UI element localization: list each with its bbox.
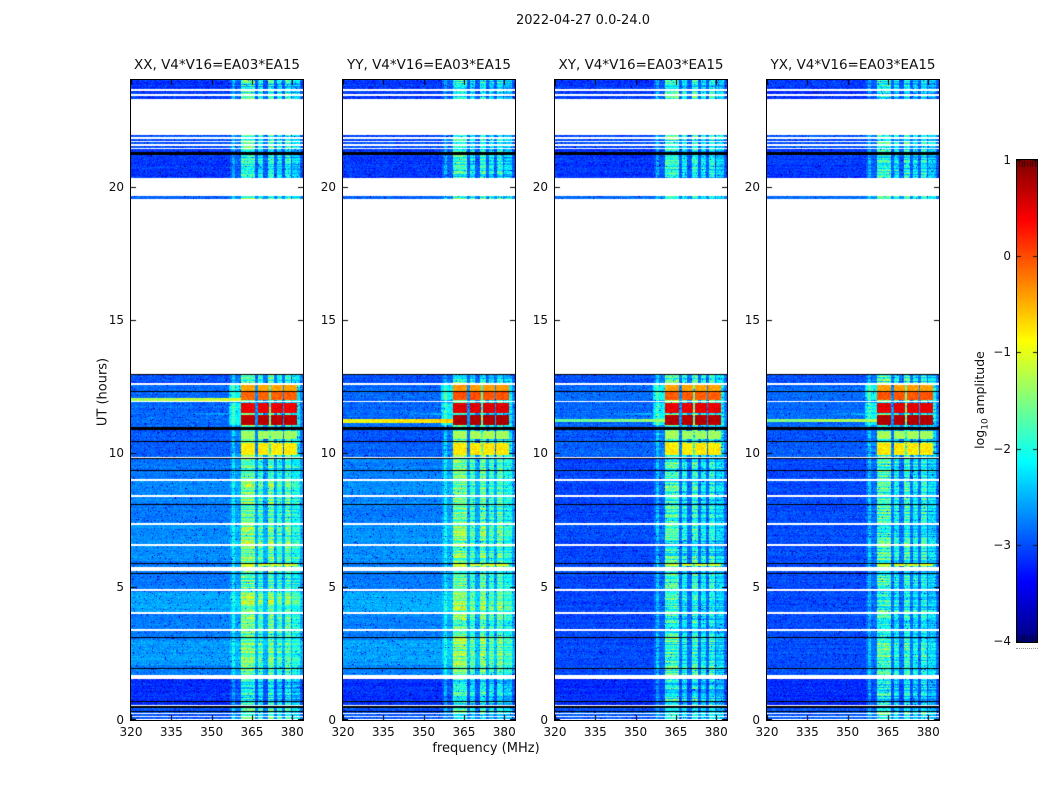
colorbar-tick-label: −1: [993, 345, 1011, 359]
x-tick-label: 365: [876, 725, 900, 739]
x-tick-label: 380: [492, 725, 516, 739]
x-tick-label: 365: [664, 725, 688, 739]
y-tick-label: 10: [744, 446, 760, 461]
x-tick-label: 350: [412, 725, 436, 739]
panel-xy: XY, V4*V16=EA03*EA15 0 5 10 15 20 320 335 350 36…: [533, 57, 728, 739]
x-tick-label: 365: [240, 725, 264, 739]
x-tick-label: 320: [543, 725, 567, 739]
colorbar-gradient: [1016, 159, 1038, 643]
panel-yy: YY, V4*V16=EA03*EA15 0 5 10 15 20 320 335 350 36…: [321, 57, 516, 739]
colorbar-tick-label: 1: [1003, 153, 1011, 167]
y-tick-label: 5: [752, 579, 760, 594]
y-tick-label: 5: [328, 579, 336, 594]
panel-xx: XX, V4*V16=EA03*EA15 0 5 10 15 20 320 335 350 36…: [109, 57, 304, 739]
y-tick-label: 20: [108, 179, 124, 194]
y-tick-label: 0: [752, 713, 760, 727]
y-tick-label: 5: [116, 579, 124, 594]
x-tick-label: 365: [452, 725, 476, 739]
colorbar-tick-label: −2: [993, 442, 1011, 456]
y-tick-label: 10: [532, 446, 548, 461]
spectrogram-yy: [342, 79, 516, 721]
x-axis-label: frequency (MHz): [432, 741, 540, 756]
x-tick-label: 335: [795, 725, 819, 739]
x-tick-label: 335: [371, 725, 395, 739]
x-tick-label: 380: [280, 725, 304, 739]
y-tick-label: 20: [744, 179, 760, 194]
colorbar-tick-label: 0: [1003, 249, 1011, 263]
y-tick-label: 20: [532, 179, 548, 194]
colorbar-tick-label: −4: [993, 634, 1011, 648]
y-tick-label: 10: [108, 446, 124, 461]
y-tick-label: 0: [328, 713, 336, 727]
colorbar: 1 0 −1 −2 −3 −4: [993, 153, 1038, 648]
colorbar-underflow-dots: [1016, 648, 1038, 649]
x-tick-label: 320: [119, 725, 143, 739]
spectrogram-yx: [766, 79, 940, 721]
y-tick-label: 10: [320, 446, 336, 461]
y-tick-label: 20: [320, 179, 336, 194]
x-tick-label: 350: [836, 725, 860, 739]
y-tick-label: 15: [532, 313, 548, 327]
panel-title-yx: YX, V4*V16=EA03*EA15: [770, 57, 936, 73]
spectrogram-xy: [554, 79, 728, 721]
figure-title: 2022-04-27 0.0-24.0: [516, 13, 650, 28]
y-tick-label: 0: [116, 713, 124, 727]
y-tick-label: 0: [540, 713, 548, 727]
y-tick-label: 15: [320, 313, 336, 327]
y-tick-label: 5: [540, 579, 548, 594]
y-tick-label: 15: [744, 313, 760, 327]
colorbar-label: log10 amplitude: [971, 351, 991, 449]
panel-title-xx: XX, V4*V16=EA03*EA15: [133, 57, 301, 73]
x-tick-label: 335: [583, 725, 607, 739]
panel-yx: YX, V4*V16=EA03*EA15 0 5 10 15 20 320 335 350 36…: [745, 57, 940, 739]
x-tick-label: 335: [159, 725, 183, 739]
panel-title-xy: XY, V4*V16=EA03*EA15: [558, 57, 724, 73]
x-tick-label: 380: [704, 725, 728, 739]
y-axis-label: UT (hours): [95, 357, 111, 427]
x-tick-label: 380: [916, 725, 940, 739]
x-tick-label: 350: [200, 725, 224, 739]
x-tick-label: 320: [331, 725, 355, 739]
x-tick-label: 320: [755, 725, 779, 739]
panel-title-yy: YY, V4*V16=EA03*EA15: [346, 57, 512, 73]
x-tick-label: 350: [624, 725, 648, 739]
spectrogram-xx: [130, 79, 304, 721]
y-tick-label: 15: [108, 313, 124, 327]
colorbar-tick-label: −3: [993, 538, 1011, 552]
